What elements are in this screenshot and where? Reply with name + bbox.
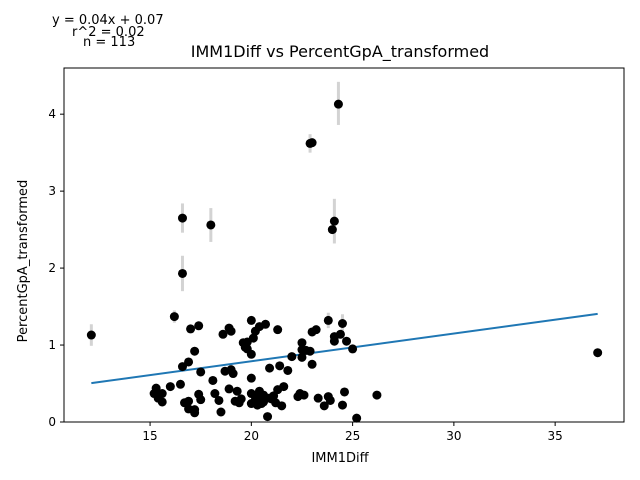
y-tick-label: 1 [48,338,56,352]
data-point [299,390,309,400]
data-point [246,315,256,325]
data-point [325,395,335,405]
y-tick-label: 2 [48,261,56,275]
data-point [333,99,343,109]
data-point [372,390,382,400]
y-tick-label: 0 [48,415,56,429]
data-point [261,319,271,329]
data-point [184,396,194,406]
data-point [169,312,179,322]
chart-title: IMM1Diff vs PercentGpA_transformed [191,42,489,62]
x-tick-label: 35 [547,429,562,443]
data-point [313,393,323,403]
data-point [340,387,350,397]
y-tick-label: 4 [48,107,56,121]
x-tick-label: 20 [244,429,259,443]
data-point [175,379,185,389]
r-squared-label: r^2 = 0.02 [72,25,145,40]
data-point [323,315,333,325]
data-point [337,318,347,328]
data-point [265,363,275,373]
data-point [214,395,224,405]
data-point [194,321,204,331]
data-point [165,382,175,392]
data-point [283,365,293,375]
data-point [593,348,603,358]
data-point [186,324,196,334]
data-point [226,326,236,336]
data-point [279,382,289,392]
data-point [248,333,258,343]
data-point [246,349,256,359]
data-point [190,346,200,356]
axes-frame [63,67,625,423]
data-point [335,329,345,339]
data-point [277,401,287,411]
data-point [218,329,228,339]
data-point [305,346,315,356]
data-point [246,373,256,383]
sample-size-label: n = 113 [83,35,136,50]
data-point [273,325,283,335]
y-tick-label: 3 [48,184,56,198]
data-point [196,367,206,377]
data-point [224,384,234,394]
plot-area: 15 20 25 30 35 0 1 2 3 4 [48,67,625,443]
data-point [206,220,216,230]
data-point [151,383,161,393]
data-point [327,225,337,235]
data-point [329,336,339,346]
regression-equation: y = 0.04x + 0.07 [52,13,164,28]
data-point [216,407,226,417]
data-point [228,369,238,379]
data-point [307,138,317,148]
data-point [311,325,321,335]
data-point [210,389,220,399]
data-point [263,412,273,422]
data-point [196,395,206,405]
data-point [287,352,297,362]
data-point [275,361,285,371]
data-point [177,213,187,223]
data-point [307,359,317,369]
data-point [86,330,96,340]
data-point [297,352,307,362]
data-point [177,268,187,278]
x-tick-label: 25 [345,429,360,443]
x-axis-label: IMM1Diff [311,451,369,466]
data-point [348,344,358,354]
x-tick-label: 15 [142,429,157,443]
regression-line [91,312,598,385]
data-point [208,375,218,385]
data-point [329,216,339,226]
data-point [157,389,167,399]
y-axis-label: PercentGpA_transformed [16,180,31,343]
data-point [184,357,194,367]
x-tick-label: 30 [446,429,461,443]
data-point [342,336,352,346]
data-point [352,413,362,423]
data-point [232,386,242,396]
data-point [236,394,246,404]
data-point [190,408,200,418]
data-point [297,338,307,348]
data-point [319,401,329,411]
data-point [337,400,347,410]
data-point [157,397,167,407]
